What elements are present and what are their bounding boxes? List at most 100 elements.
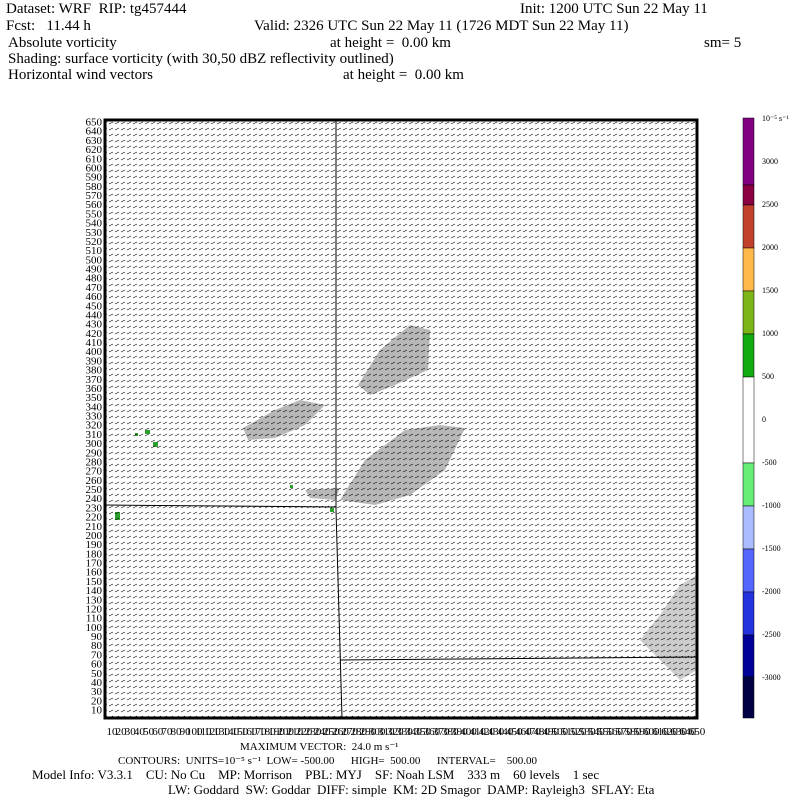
y-axis-label: 430	[86, 319, 103, 331]
colorbar-segment	[742, 117, 755, 186]
plot-frame	[103, 118, 699, 720]
colorbar-label: 3000	[762, 157, 778, 166]
x-axis-label: 250	[323, 726, 340, 738]
x-axis-label: 310	[378, 726, 395, 738]
x-axis-label: 590	[634, 726, 651, 738]
x-axis-label: 50	[143, 726, 155, 738]
y-axis-label: 160	[86, 567, 103, 579]
x-axis-label: 440	[497, 726, 514, 738]
x-axis-label: 170	[250, 726, 267, 738]
y-axis-label: 550	[86, 208, 103, 220]
colorbar-label: -2500	[762, 630, 781, 639]
y-axis-label: 220	[86, 512, 103, 524]
y-axis-label: 370	[86, 374, 103, 386]
y-axis-label: 610	[86, 153, 103, 165]
x-axis-label: 220	[296, 726, 313, 738]
colorbar-label: 1500	[762, 286, 778, 295]
y-axis-label: 150	[86, 576, 103, 588]
y-axis-label: 70	[91, 649, 103, 661]
x-axis-label: 200	[277, 726, 294, 738]
x-axis-label: 550	[597, 726, 614, 738]
x-axis-label: 380	[442, 726, 459, 738]
y-axis-label: 260	[86, 475, 103, 487]
x-axis-label: 420	[479, 726, 496, 738]
colorbar-label: 500	[762, 372, 774, 381]
smoothing: sm= 5	[704, 35, 741, 51]
colorbar-label: 2500	[762, 200, 778, 209]
colorbar-segment	[742, 634, 755, 678]
dataset: Dataset: WRF RIP: tg457444	[6, 1, 187, 17]
y-axis-label: 360	[86, 383, 103, 395]
x-axis-label: 80	[170, 726, 182, 738]
colorbar-segment	[742, 376, 755, 464]
colorbar-segment	[742, 591, 755, 636]
max-vector: MAXIMUM VECTOR: 24.0 m s⁻¹	[240, 741, 398, 753]
x-axis-label: 600	[643, 726, 660, 738]
x-axis-label: 260	[332, 726, 349, 738]
x-axis-label: 70	[161, 726, 173, 738]
contours: CONTOURS: UNITS=10⁻⁵ s⁻¹ LOW= -500.00 HI…	[118, 755, 538, 767]
x-axis-label: 630	[670, 726, 687, 738]
colorbar-segment	[742, 333, 755, 378]
y-axis-label: 410	[86, 337, 103, 349]
colorbar-label: -500	[762, 458, 777, 467]
colorbar-segment	[742, 290, 755, 335]
x-axis-label: 610	[652, 726, 669, 738]
x-axis-label: 640	[680, 726, 697, 738]
colorbar-label: 0	[762, 415, 766, 424]
y-axis-label: 630	[86, 135, 103, 147]
x-axis-label: 140	[223, 726, 240, 738]
x-axis-label: 580	[625, 726, 642, 738]
y-axis-label: 330	[86, 411, 103, 423]
physics: LW: Goddard SW: Goddar DIFF: simple KM: …	[168, 782, 655, 797]
y-axis-label: 390	[86, 355, 103, 367]
colorbar-segment	[742, 462, 755, 507]
y-axis-label: 570	[86, 190, 103, 202]
x-axis-label: 180	[259, 726, 276, 738]
model-info: Model Info: V3.3.1 CU: No Cu MP: Morriso…	[32, 767, 599, 782]
x-axis-label: 490	[543, 726, 560, 738]
x-axis-label: 150	[232, 726, 249, 738]
y-axis-label: 280	[86, 456, 103, 468]
y-axis-label: 460	[86, 291, 103, 303]
x-axis-label: 90	[180, 726, 192, 738]
map-boundaries	[104, 120, 698, 719]
x-axis-label: 390	[451, 726, 468, 738]
colorbar-label: -2000	[762, 587, 781, 596]
y-axis-label: 320	[86, 420, 103, 432]
colorbar-segment	[742, 204, 755, 249]
x-axis-label: 320	[387, 726, 404, 738]
y-axis-label: 510	[86, 245, 103, 257]
x-axis-label: 160	[241, 726, 258, 738]
y-axis-label: 540	[86, 218, 103, 230]
x-axis-label: 430	[488, 726, 505, 738]
y-axis-label: 350	[86, 392, 103, 404]
x-axis-label: 650	[689, 726, 706, 738]
vectors: Horizontal wind vectors	[8, 67, 153, 83]
y-axis-label: 270	[86, 466, 103, 478]
y-axis-label: 110	[86, 613, 103, 625]
y-axis-label: 600	[86, 162, 103, 174]
y-axis-label: 450	[86, 300, 103, 312]
x-axis-label: 130	[213, 726, 230, 738]
vectors-height: at height = 0.00 km	[343, 67, 464, 83]
x-axis-label: 40	[134, 726, 146, 738]
init-time: Init: 1200 UTC Sun 22 May 11	[520, 1, 708, 17]
x-axis-label: 330	[396, 726, 413, 738]
x-axis-label: 300	[369, 726, 386, 738]
colorbar-label: 2000	[762, 243, 778, 252]
y-axis-label: 300	[86, 438, 103, 450]
colorbar-segment	[742, 676, 755, 719]
x-axis-label: 110	[195, 726, 212, 738]
y-axis-label: 60	[91, 659, 103, 671]
colorbar-units: 10⁻⁵ s⁻¹	[762, 114, 789, 123]
y-axis-label: 240	[86, 493, 103, 505]
y-axis-label: 120	[86, 603, 103, 615]
field: Absolute vorticity	[8, 35, 117, 51]
x-axis-label: 100	[186, 726, 203, 738]
y-axis-label: 50	[91, 668, 103, 680]
forecast-hour: Fcst: 11.44 h	[6, 18, 91, 34]
x-axis-label: 460	[515, 726, 532, 738]
y-axis-label: 170	[86, 558, 103, 570]
